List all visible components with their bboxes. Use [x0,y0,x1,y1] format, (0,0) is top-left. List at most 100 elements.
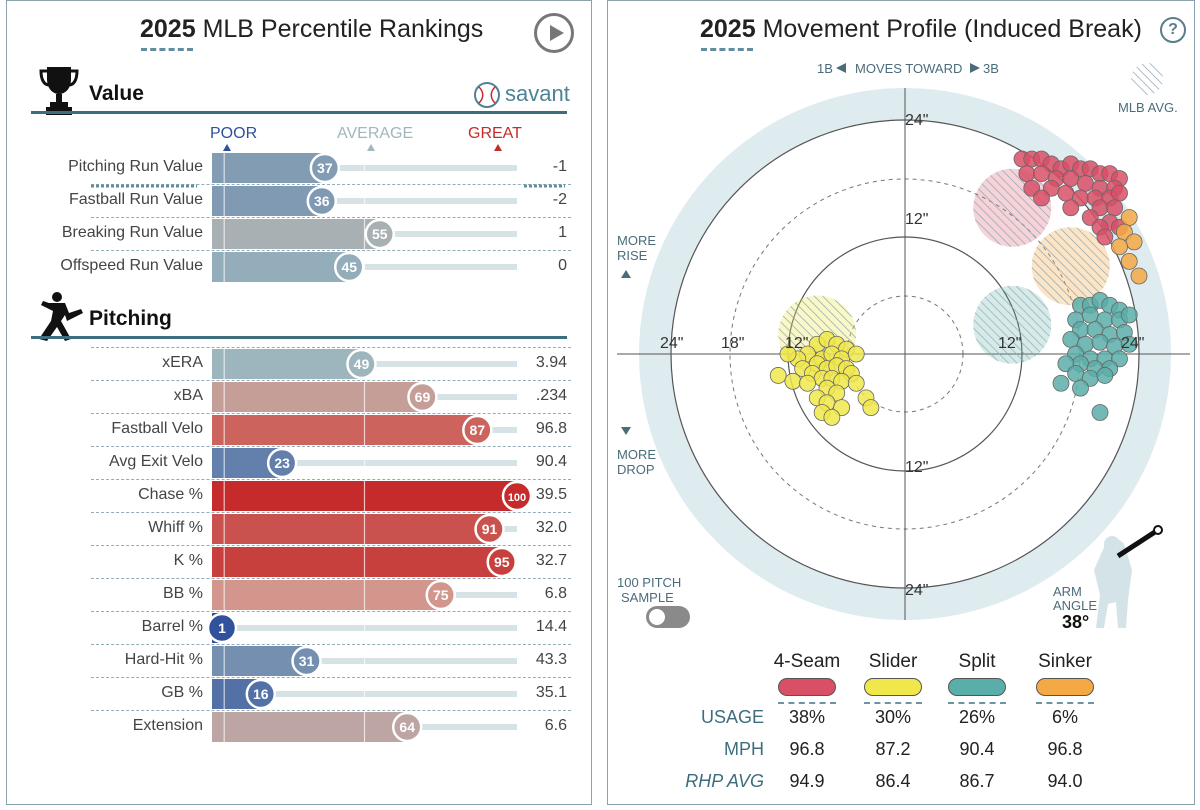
row-value: 14.4 [535,618,567,635]
pitch-point [1091,404,1109,421]
play-button[interactable] [534,13,574,53]
row-label: GB % [161,684,203,701]
legend-markers [223,144,502,151]
ring-label-right-outer: 24" [1121,335,1145,352]
row-value: 39.5 [535,486,567,503]
row-separator [91,512,571,513]
percentile-badge-text: 1 [218,620,226,636]
arrow-left-icon [836,63,846,73]
pitch-point [1096,367,1114,384]
percentile-title: 2025 MLB Percentile Rankings [140,15,484,43]
row-label: xBA [173,387,203,404]
percentile-badge [346,348,377,380]
percentile-bar [212,712,408,742]
pitch-point [1057,184,1075,202]
row-label: Whiff % [148,519,203,536]
legend-swatch [1036,678,1094,696]
row-label: Extension [132,717,203,734]
savant-logo-text: savant [505,81,570,106]
mlb-avg-hatch [973,285,1052,364]
mph-label: MPH [724,739,764,759]
pitch-point [1091,333,1109,351]
row-label: Offspeed Run Value [60,257,203,274]
row-label: xERA [162,354,203,371]
percentile-badge-text: 75 [433,587,449,603]
row-separator [91,250,571,251]
row-separator [91,710,571,711]
stat-mph: 90.4 [959,739,995,759]
percentile-bar [212,349,362,379]
row-value: 6.8 [544,585,567,602]
movement-title-underline [701,48,753,51]
pitch-point [1067,365,1085,382]
legend-name: Sinker [1038,651,1092,672]
pitch-point [1062,199,1080,217]
pitch-point [1120,306,1138,324]
row-separator [91,184,571,185]
ring-label-left-mid: 18" [721,335,745,352]
help-icon[interactable]: ? [1160,17,1186,43]
row-label: BB % [162,585,203,602]
percentile-bar [212,514,490,544]
mlb-avg-swatch [1131,63,1163,95]
pitch-point [1076,174,1094,192]
percentile-badge-text: 31 [299,653,315,669]
row-label: Chase % [138,486,203,503]
percentile-bar [212,219,380,249]
stat-usage: 38% [788,707,826,727]
pitch-point [847,374,865,392]
left-side-label: 1B [817,61,833,76]
legend-underline [864,702,922,704]
mlb-avg-hatch [1031,227,1110,306]
row-label: Fastball Velo [111,420,203,437]
percentile-badge [291,645,322,677]
sample-label-1: 100 PITCH [617,575,682,590]
pitch-point [1096,228,1114,246]
percentile-badge [391,711,423,743]
arm-angle-label-1: ARM [1053,584,1082,599]
pitch-point [1120,252,1138,270]
pitch-point [1033,189,1050,207]
percentile-badge-text: 36 [314,193,330,209]
row-value: 6.6 [544,717,567,734]
legend-swatch [948,678,1006,696]
pitch-point [1062,330,1080,348]
row-value: 1 [558,224,567,241]
ring-label-top-inner: 12" [905,211,929,228]
percentile-badge [474,513,505,545]
pitching-section-title: Pitching [89,307,172,330]
pitch-point [1125,233,1143,251]
row-label: Breaking Run Value [61,224,203,241]
percentile-badge [306,185,338,217]
pitch-point [1072,379,1089,397]
legend-poor: POOR [210,125,258,142]
ring-label-left-outer: 24" [660,335,684,352]
pitch-point [1033,165,1050,183]
movement-title: 2025 Movement Profile (Induced Break) [700,15,1142,43]
stat-mph: 96.8 [789,739,825,759]
sample-label-2: SAMPLE [621,590,674,605]
stat-mph: 87.2 [875,739,911,759]
percentile-badge-text: 45 [341,259,357,275]
stat-rhp-avg: 86.7 [959,771,995,791]
row-value: 90.4 [535,453,567,470]
ring-label-bottom-outer: 24" [905,582,929,599]
stat-rhp-avg: 94.9 [789,771,825,791]
ring-label-right-inner: 12" [998,335,1022,352]
percentile-badge-text: 37 [317,160,333,176]
ring-label-bottom-inner: 12" [905,459,929,476]
percentile-rankings-panel: 2025 MLB Percentile Rankings Value savan… [6,0,592,805]
legend-underline [948,702,1006,704]
percentile-bar [212,382,423,412]
stat-usage: 6% [1051,707,1078,727]
row-label: Fastball Run Value [69,191,203,208]
mlb-avg-label: MLB AVG. [1118,100,1178,115]
pitch-point [1111,184,1128,202]
pitch-point [1120,335,1138,353]
legend-swatch [864,678,922,696]
arm-angle-value: 38° [1062,612,1090,632]
pitch-point [1106,199,1124,217]
pitch-sample-toggle[interactable] [646,606,690,628]
row-label: Pitching Run Value [68,158,203,175]
percentile-bar [212,252,350,282]
